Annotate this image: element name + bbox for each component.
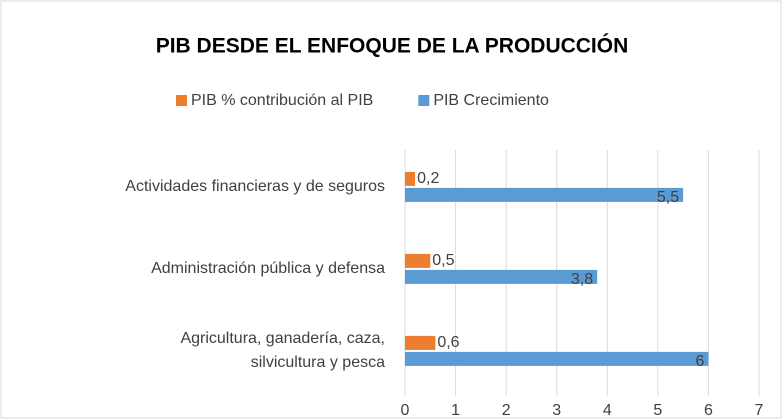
x-tick-label: 0	[401, 402, 410, 419]
x-tick-label: 4	[603, 402, 612, 419]
data-label: 0,2	[417, 170, 439, 187]
bar	[405, 187, 684, 202]
legend-label: PIB % contribución al PIB	[191, 92, 373, 109]
x-tick-label: 3	[552, 402, 561, 419]
bar	[405, 335, 436, 350]
y-tick-label: Agricultura, ganadería, caza, silvicultur…	[180, 330, 385, 371]
data-label: 0,5	[432, 252, 454, 269]
y-tick-label: Administración pública y defensa	[151, 260, 385, 277]
x-tick-label: 2	[502, 402, 511, 419]
x-tick-label: 7	[755, 402, 764, 419]
legend-swatch	[176, 95, 187, 106]
bar	[405, 269, 598, 284]
legend-label: PIB Crecimiento	[433, 92, 549, 109]
chart-title: PIB DESDE EL ENFOQUE DE LA PRODUCCIÓN	[156, 34, 629, 58]
legend-swatch	[418, 95, 430, 106]
x-tick-label: 5	[653, 402, 662, 419]
bar	[405, 253, 431, 268]
x-tick-label: 6	[704, 402, 713, 419]
bar	[405, 351, 709, 366]
data-label: 5,5	[657, 189, 679, 206]
y-tick-label: Actividades financieras y de seguros	[125, 178, 385, 195]
x-tick-label: 1	[451, 402, 460, 419]
data-label: 0,6	[437, 334, 459, 351]
data-label: 6	[696, 353, 705, 370]
data-label: 3,8	[571, 271, 593, 288]
bar	[405, 171, 416, 186]
